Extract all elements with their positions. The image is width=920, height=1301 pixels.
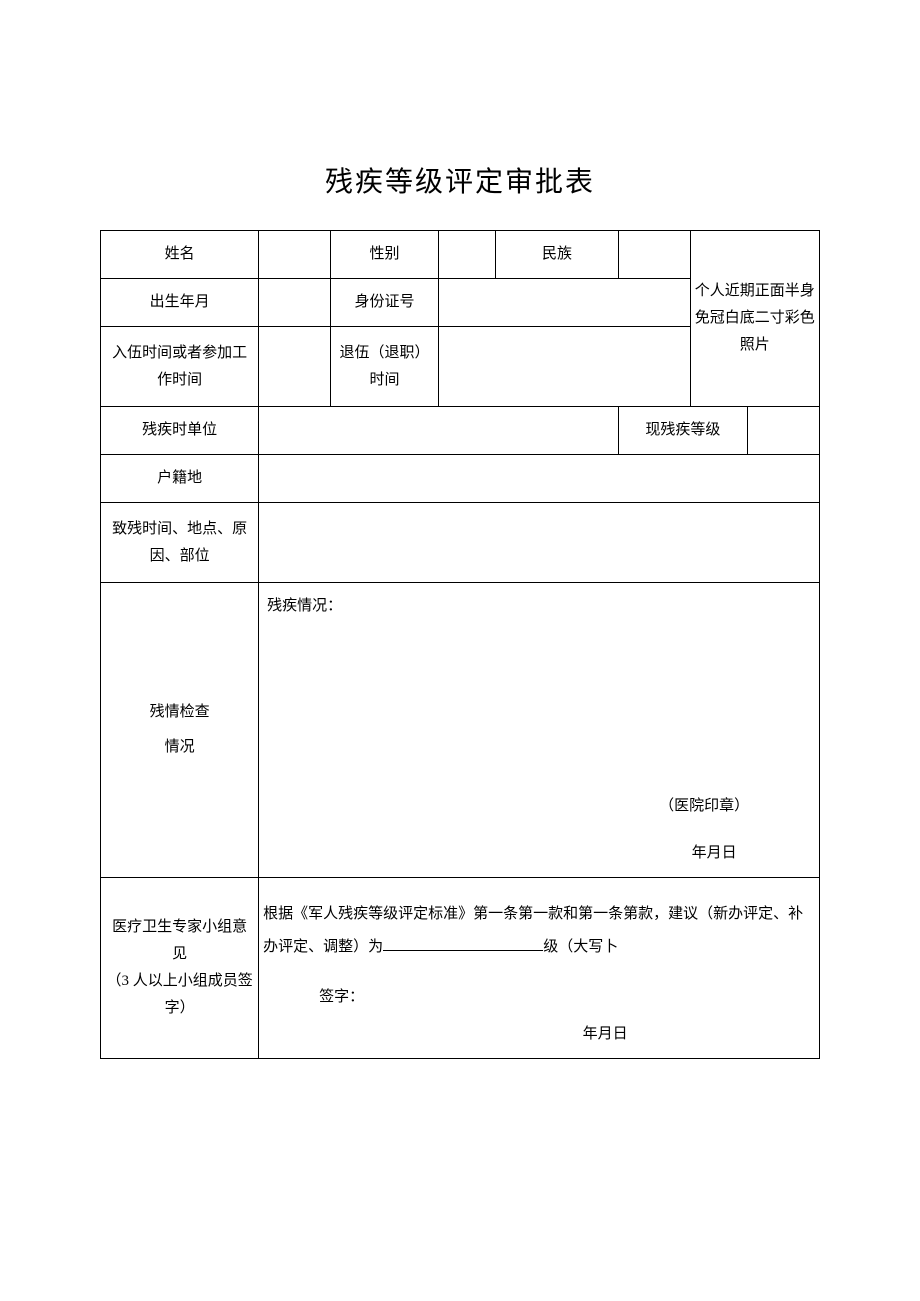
- label-disability-unit: 残疾时单位: [101, 407, 259, 455]
- label-birthdate: 出生年月: [101, 279, 259, 327]
- label-check-status: 残情检查 情况: [101, 583, 259, 878]
- check-status-line2: 情况: [105, 734, 254, 761]
- check-date-text: 年月日: [267, 840, 811, 867]
- label-discharge-time: 退伍（退职）时间: [331, 327, 439, 407]
- field-disability-unit[interactable]: [259, 407, 618, 455]
- hospital-stamp-text: （医院印章）: [267, 793, 811, 820]
- field-enlist-time[interactable]: [259, 327, 331, 407]
- label-current-level: 现残疾等级: [618, 407, 747, 455]
- label-name: 姓名: [101, 231, 259, 279]
- label-enlist-time: 入伍时间或者参加工作时间: [101, 327, 259, 407]
- label-gender: 性别: [331, 231, 439, 279]
- field-birthdate[interactable]: [259, 279, 331, 327]
- opinion-body: 根据《军人残疾等级评定标准》第一条第一款和第一条第款，建议（新办评定、补办评定、…: [259, 898, 811, 964]
- approval-form-table: 姓名 性别 民族 个人近期正面半身免冠白底二寸彩色照片 出生年月 身份证号 入伍…: [100, 230, 820, 1059]
- label-ethnicity: 民族: [496, 231, 618, 279]
- field-household[interactable]: [259, 455, 820, 503]
- form-title: 残疾等级评定审批表: [100, 160, 820, 200]
- field-ethnicity[interactable]: [618, 231, 690, 279]
- sign-label: 签字：: [259, 984, 811, 1011]
- check-status-line1: 残情检查: [105, 699, 254, 726]
- field-current-level[interactable]: [748, 407, 820, 455]
- field-name[interactable]: [259, 231, 331, 279]
- expert-opinion-line2: （3 人以上小组成员签字）: [105, 968, 254, 1022]
- expert-opinion-line1: 医疗卫生专家小组意见: [105, 914, 254, 968]
- field-gender[interactable]: [438, 231, 496, 279]
- opinion-date-text: 年月日: [259, 1021, 811, 1048]
- field-injury-detail[interactable]: [259, 503, 820, 583]
- photo-area: 个人近期正面半身免冠白底二寸彩色照片: [690, 231, 819, 407]
- field-expert-opinion[interactable]: 根据《军人残疾等级评定标准》第一条第一款和第一条第款，建议（新办评定、补办评定、…: [259, 878, 820, 1059]
- label-expert-opinion: 医疗卫生专家小组意见 （3 人以上小组成员签字）: [101, 878, 259, 1059]
- opinion-blank[interactable]: [383, 936, 543, 951]
- label-injury-detail: 致残时间、地点、原因、部位: [101, 503, 259, 583]
- field-discharge-time[interactable]: [438, 327, 690, 407]
- label-household: 户籍地: [101, 455, 259, 503]
- check-prefix: 残疾情况：: [267, 593, 811, 620]
- opinion-text-2: 级（大写卜: [543, 939, 618, 955]
- label-id-number: 身份证号: [331, 279, 439, 327]
- field-check-status[interactable]: 残疾情况： （医院印章） 年月日: [259, 583, 820, 878]
- field-id-number[interactable]: [438, 279, 690, 327]
